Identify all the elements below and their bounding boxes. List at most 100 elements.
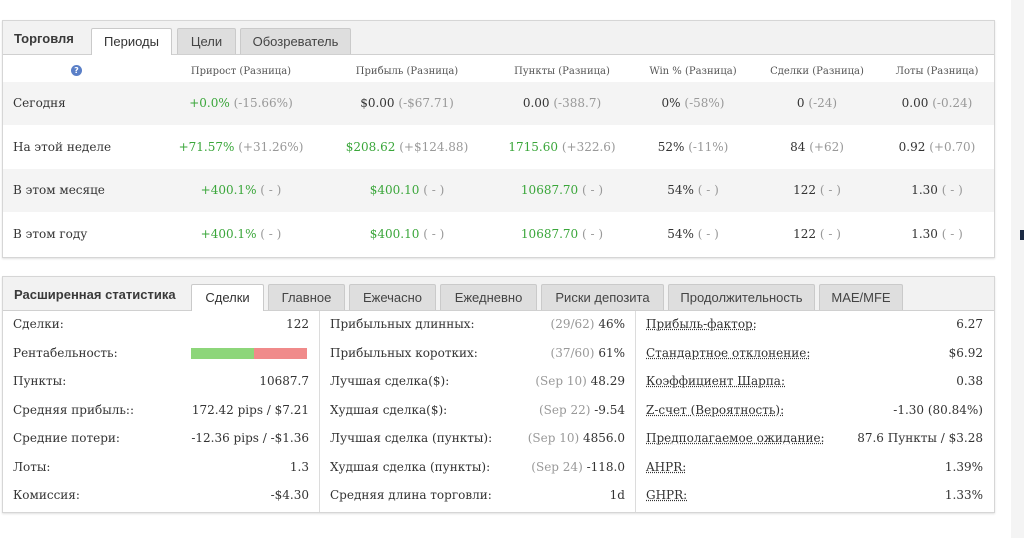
advanced-stats-panel: Расширенная статистика Сделки Главное Еж… bbox=[2, 276, 995, 513]
stat-number: 4856.0 bbox=[583, 431, 625, 445]
cell-value: $208.62 bbox=[345, 140, 396, 154]
profitability-bar-win bbox=[191, 347, 254, 359]
stat-label-link[interactable]: AHPR: bbox=[646, 459, 687, 474]
stat-row: Рентабельность: bbox=[3, 340, 319, 368]
row-label: В этом месяце bbox=[13, 183, 105, 197]
cell-diff: ( - ) bbox=[697, 183, 719, 197]
stat-note: (Sep 10) bbox=[535, 374, 587, 388]
column-divider bbox=[635, 311, 636, 512]
stat-label: Худшая сделка (пункты): bbox=[330, 459, 491, 474]
tab-hourly[interactable]: Ежечасно bbox=[349, 284, 436, 310]
stat-value: (29/62) 46% bbox=[551, 317, 625, 331]
stat-value: 87.6 Пункты / $3.28 bbox=[857, 431, 983, 445]
stat-row: Средняя прибыль:: 172.42 pips / $7.21 bbox=[3, 397, 319, 425]
stat-row: Средняя длина торговли: 1d bbox=[320, 482, 635, 510]
stat-row: Лучшая сделка($): (Sep 10) 48.29 bbox=[320, 368, 635, 396]
stat-label-link[interactable]: Предполагаемое ожидание: bbox=[646, 431, 825, 445]
stat-value: 1.39% bbox=[944, 459, 983, 474]
stat-label-link[interactable]: GHPR: bbox=[646, 488, 688, 502]
cell-value: 1.30 bbox=[911, 227, 938, 241]
cell-diff: (-58%) bbox=[684, 96, 725, 110]
cell-diff: (-0.24) bbox=[932, 96, 973, 110]
stat-note: (Sep 10) bbox=[527, 431, 580, 445]
table-cell: 0.00 (-388.7) bbox=[462, 96, 662, 110]
tab-periods[interactable]: Периоды bbox=[91, 28, 172, 55]
stat-row: Стандартное отклонение: $6.92 bbox=[636, 340, 994, 368]
cell-value: +71.57% bbox=[178, 140, 235, 154]
table-cell: $208.62 (+$124.88) bbox=[307, 140, 507, 154]
window-edge-mark bbox=[1020, 230, 1024, 240]
stat-row: AHPR: 1.39% bbox=[636, 454, 994, 482]
stat-value: -1.30 (80.84%) bbox=[893, 402, 983, 417]
row-label: Сегодня bbox=[13, 96, 66, 110]
stat-value: 172.42 pips / $7.21 bbox=[191, 402, 309, 417]
table-row: На этой неделе +71.57% (+31.26%) $208.62 (… bbox=[3, 126, 994, 169]
cell-value: 54% bbox=[667, 183, 694, 197]
stat-note: (37/60) bbox=[550, 345, 595, 360]
table-cell: 0% (-58%) bbox=[593, 96, 793, 110]
stat-value: $6.92 bbox=[948, 345, 983, 360]
header-lots: Лоты (Разница) bbox=[895, 66, 979, 77]
tab-mae-mfe[interactable]: MAE/MFE bbox=[819, 284, 903, 310]
stat-row: Комиссия: -$4.30 bbox=[3, 482, 319, 510]
stat-note: (29/62) bbox=[550, 317, 595, 331]
stat-value: 122 bbox=[286, 317, 309, 331]
stat-label-link[interactable]: Z-счет (Вероятность): bbox=[646, 402, 785, 417]
cell-value: 122 bbox=[793, 183, 817, 197]
stat-row: Прибыльных коротких: (37/60) 61% bbox=[320, 340, 635, 368]
header-trades: Сделки (Разница) bbox=[770, 66, 864, 77]
stat-row: Лоты: 1.3 bbox=[3, 454, 319, 482]
table-cell: 52% (-11%) bbox=[593, 140, 793, 154]
stat-label: Средняя длина торговли: bbox=[330, 488, 492, 502]
table-cell: 1715.60 (+322.6) bbox=[462, 140, 662, 154]
cell-diff: (-388.7) bbox=[553, 96, 602, 110]
cell-diff: ( - ) bbox=[941, 183, 963, 197]
table-row: В этом году +400.1% ( - ) $400.10 ( - ) 106… bbox=[3, 213, 994, 256]
stat-label-link[interactable]: Коэффициент Шарпа: bbox=[646, 374, 786, 388]
cell-value: 10687.70 bbox=[520, 227, 579, 241]
table-cell: 1.30 ( - ) bbox=[837, 183, 1024, 197]
stat-row: Предполагаемое ожидание: 87.6 Пункты / $3… bbox=[636, 425, 994, 453]
tab-main[interactable]: Главное bbox=[268, 284, 345, 310]
tab-duration[interactable]: Продолжительность bbox=[668, 284, 815, 310]
stat-row: GHPR: 1.33% bbox=[636, 482, 994, 510]
tab-browser[interactable]: Обозреватель bbox=[240, 28, 351, 54]
stat-label: Худшая сделка($): bbox=[330, 402, 448, 417]
tab-trades[interactable]: Сделки bbox=[191, 284, 264, 311]
stat-value: 6.27 bbox=[956, 317, 983, 331]
table-cell: $400.10 ( - ) bbox=[307, 227, 507, 241]
periods-panel-title: Торговля bbox=[14, 31, 74, 46]
stat-label: Прибыльных коротких: bbox=[330, 345, 478, 360]
stat-number: 1d bbox=[609, 488, 625, 502]
stat-value: 10687.7 bbox=[259, 374, 309, 388]
header-profit: Прибыль (Разница) bbox=[355, 66, 459, 77]
stat-number: -9.54 bbox=[594, 402, 625, 417]
cell-diff: (-$67.71) bbox=[398, 96, 454, 110]
help-icon[interactable]: ? bbox=[71, 65, 82, 76]
table-cell: 84 (+62) bbox=[717, 140, 917, 154]
cell-diff: (+62) bbox=[809, 140, 844, 154]
profitability-bar bbox=[191, 347, 307, 359]
cell-diff: ( - ) bbox=[819, 227, 841, 241]
stat-label-link[interactable]: Стандартное отклонение: bbox=[646, 345, 811, 360]
tab-deposit-risk[interactable]: Риски депозита bbox=[541, 284, 664, 310]
row-label: В этом году bbox=[13, 227, 88, 241]
stat-row: Прибыль-фактор: 6.27 bbox=[636, 311, 994, 339]
cell-diff: (+31.26%) bbox=[238, 140, 304, 154]
stat-label-link[interactable]: Прибыль-фактор: bbox=[646, 317, 757, 331]
cell-value: 1.30 bbox=[911, 183, 938, 197]
stat-label: Пункты: bbox=[13, 374, 67, 388]
stat-note: (Sep 22) bbox=[538, 402, 591, 417]
stat-number: 61% bbox=[598, 345, 625, 360]
cell-diff: ( - ) bbox=[697, 227, 719, 241]
tab-daily[interactable]: Ежедневно bbox=[440, 284, 537, 310]
header-win: Win % (Разница) bbox=[649, 66, 737, 77]
stat-value: 1.3 bbox=[289, 459, 309, 474]
cell-diff: ( - ) bbox=[582, 227, 604, 241]
cell-value: 122 bbox=[793, 227, 817, 241]
cell-value: $0.00 bbox=[360, 96, 395, 110]
cell-value: 0.00 bbox=[522, 96, 550, 110]
stat-value: (37/60) 61% bbox=[551, 346, 625, 360]
tab-goals[interactable]: Цели bbox=[177, 28, 236, 54]
stat-value: (Sep 22) -9.54 bbox=[539, 403, 625, 417]
